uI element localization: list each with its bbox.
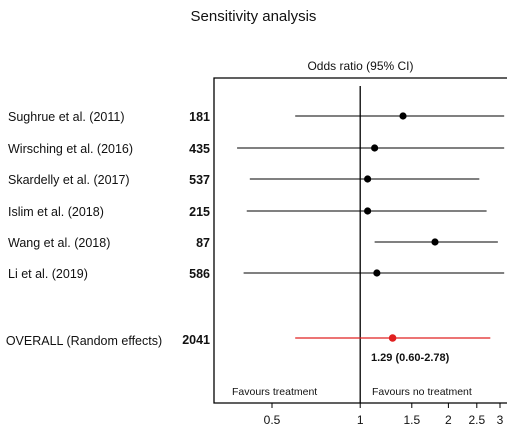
study-n: 537 — [189, 173, 210, 187]
study-n: 435 — [189, 142, 210, 156]
study-n: 586 — [189, 267, 210, 281]
axis-title: Odds ratio (95% CI) — [307, 59, 414, 73]
chart-title: Sensitivity analysis — [190, 8, 317, 25]
overall-point — [388, 334, 397, 342]
overall-estimate-text: 1.29 (0.60-2.78) — [371, 352, 450, 364]
study-point — [371, 144, 379, 152]
study-point — [431, 238, 439, 246]
study-n: 181 — [189, 110, 210, 124]
study-label: Li et al. (2019) — [8, 267, 88, 281]
study-n: 87 — [196, 236, 210, 250]
study-point — [364, 175, 372, 183]
overall-n: 2041 — [182, 333, 210, 347]
favours-right-label: Favours no treatment — [372, 386, 472, 398]
study-label: Islim et al. (2018) — [8, 205, 104, 219]
x-tick-label: 2 — [445, 413, 452, 427]
x-tick-label: 2.5 — [468, 413, 485, 427]
study-label: Sughrue et al. (2011) — [8, 110, 125, 124]
study-point — [364, 207, 372, 215]
x-tick-label: 3 — [497, 413, 504, 427]
study-point — [399, 112, 407, 120]
x-tick-label: 1 — [357, 413, 364, 427]
study-label: Wang et al. (2018) — [8, 236, 111, 250]
study-label: Wirsching et al. (2016) — [8, 142, 134, 156]
favours-left-label: Favours treatment — [232, 386, 318, 398]
x-tick-label: 0.5 — [264, 413, 281, 427]
study-point — [373, 269, 381, 277]
overall-label: OVERALL (Random effects) — [5, 334, 163, 348]
study-n: 215 — [189, 205, 210, 219]
x-tick-label: 1.5 — [403, 413, 420, 427]
study-label: Skardelly et al. (2017) — [8, 173, 130, 187]
